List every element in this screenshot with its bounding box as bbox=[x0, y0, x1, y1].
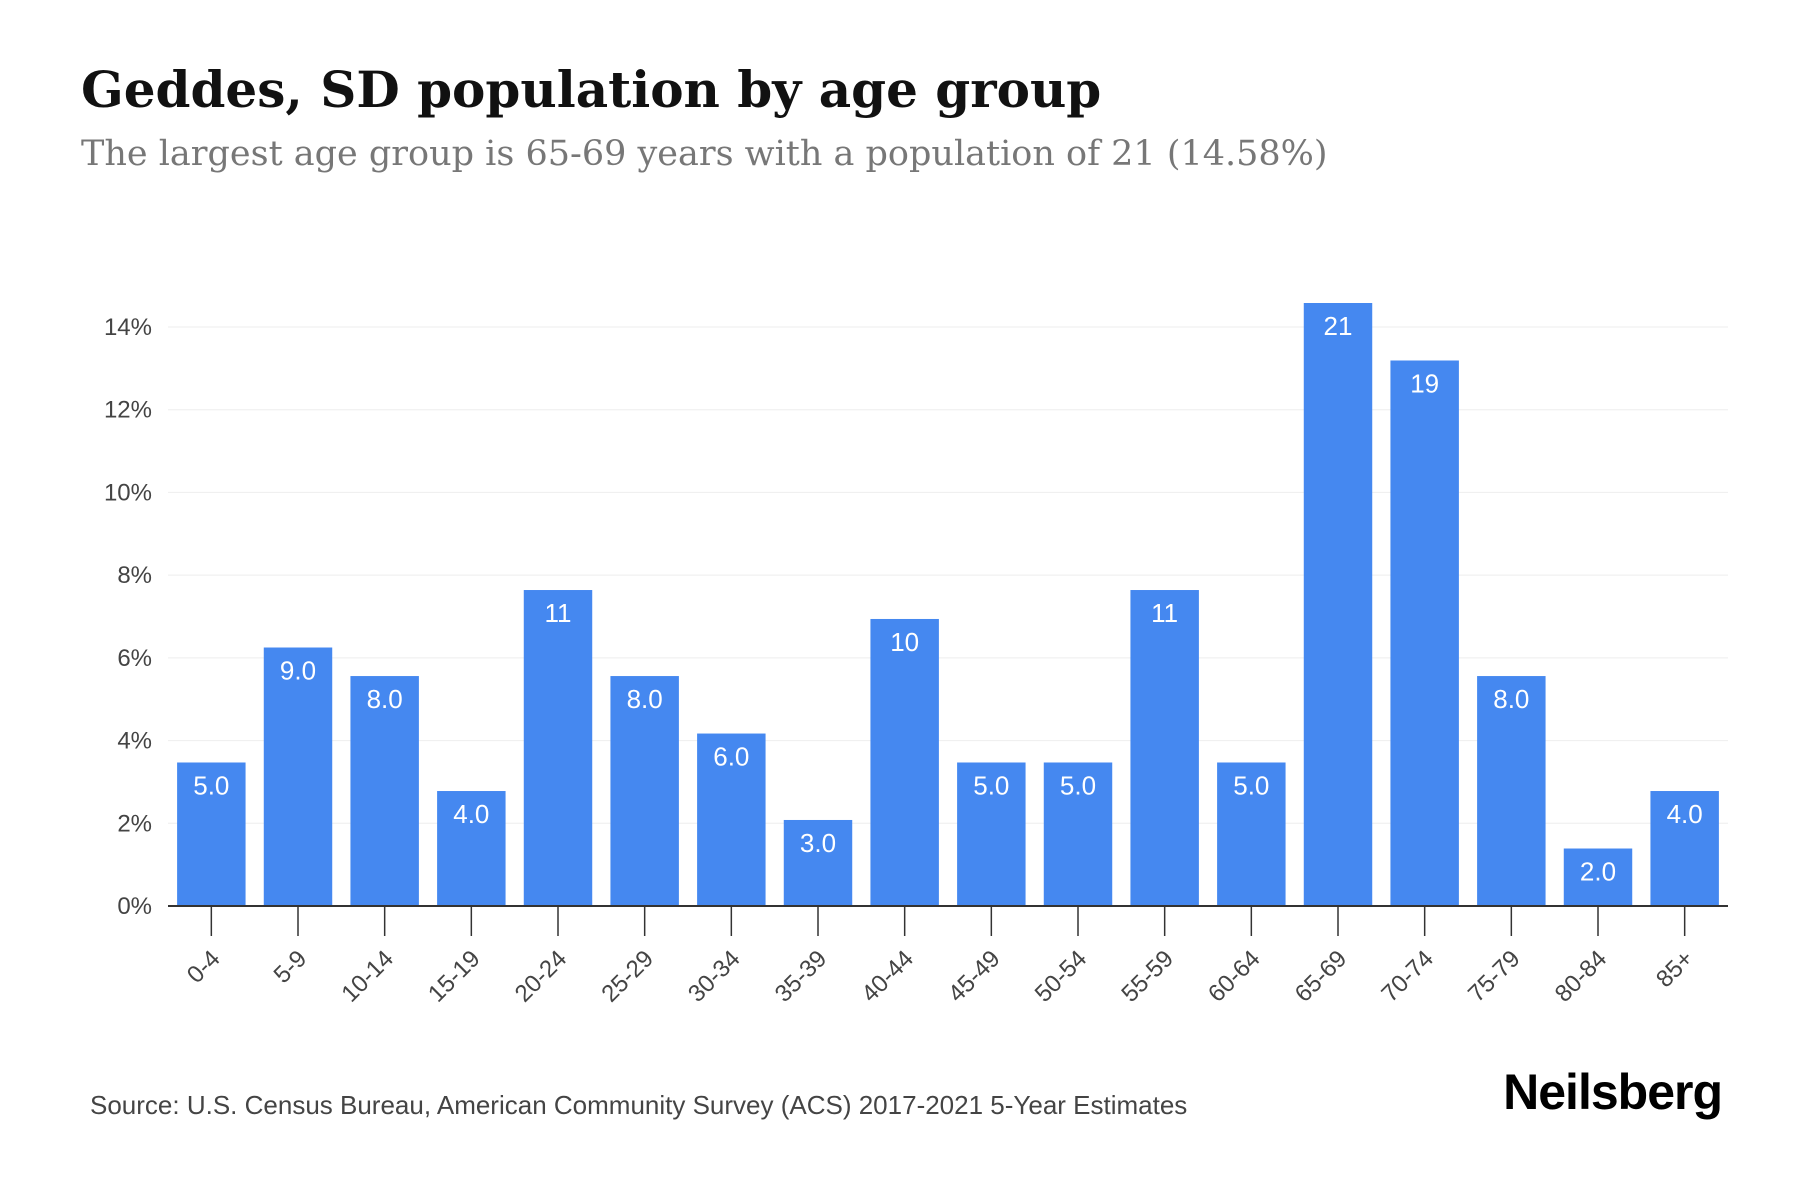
data-label: 3.0 bbox=[800, 828, 836, 858]
bar bbox=[783, 819, 853, 906]
bar bbox=[177, 762, 246, 906]
x-tick-label: 80-84 bbox=[1550, 945, 1613, 1008]
chart-subtitle: The largest age group is 65-69 years wit… bbox=[81, 134, 1328, 174]
x-axis: 0-4 5-9 10-14 15-19 20-24 25-29 30-34 35-39 40-4… bbox=[168, 905, 1728, 1008]
data-label: 2.0 bbox=[1580, 857, 1616, 887]
bar bbox=[263, 647, 333, 906]
data-label: 8.0 bbox=[1493, 684, 1529, 714]
bar bbox=[610, 676, 679, 906]
chart-title: Geddes, SD population by age group bbox=[81, 60, 1102, 119]
bar bbox=[870, 618, 939, 906]
y-tick-label: 8% bbox=[117, 562, 152, 589]
bar bbox=[523, 590, 593, 906]
bar bbox=[1043, 762, 1113, 906]
x-tick-label: 70-74 bbox=[1376, 945, 1439, 1008]
bars bbox=[177, 303, 1719, 906]
bar bbox=[350, 676, 419, 906]
data-label: 6.0 bbox=[713, 742, 749, 772]
bar bbox=[1650, 791, 1719, 906]
x-tick-label: 50-54 bbox=[1030, 945, 1093, 1008]
data-label: 5.0 bbox=[193, 770, 229, 800]
x-tick-label: 10-14 bbox=[336, 945, 399, 1008]
data-label: 21 bbox=[1324, 311, 1353, 341]
y-tick-label: 12% bbox=[104, 397, 152, 424]
x-tick-label: 85+ bbox=[1651, 945, 1699, 993]
bar bbox=[1217, 762, 1286, 906]
data-label: 10 bbox=[890, 627, 919, 657]
bar bbox=[957, 762, 1026, 906]
x-tick-label: 5-9 bbox=[269, 945, 313, 989]
x-tick-label: 55-59 bbox=[1116, 945, 1179, 1008]
data-label: 8.0 bbox=[627, 684, 663, 714]
data-label: 4.0 bbox=[1667, 799, 1703, 829]
y-tick-label: 0% bbox=[117, 893, 152, 920]
bar bbox=[1563, 848, 1633, 906]
y-tick-label: 10% bbox=[104, 479, 152, 506]
x-tick-label: 30-34 bbox=[683, 945, 746, 1008]
data-label: 19 bbox=[1410, 368, 1439, 398]
brand-logo: Neilsberg bbox=[1503, 1064, 1723, 1120]
data-label: 5.0 bbox=[1060, 770, 1096, 800]
bar bbox=[1303, 303, 1373, 906]
x-tick-label: 75-79 bbox=[1463, 945, 1526, 1008]
y-tick-label: 14% bbox=[104, 314, 152, 341]
y-tick-label: 4% bbox=[117, 728, 152, 755]
bar bbox=[437, 791, 506, 906]
y-axis-ticks: 0% 2% 4% 6% 8% 10% 12% 14% bbox=[104, 314, 152, 920]
data-label: 5.0 bbox=[1233, 770, 1269, 800]
y-tick-label: 6% bbox=[117, 645, 152, 672]
data-labels: 5.0 9.0 8.0 4.0 11 8.0 6.0 3.0 10 5.0 5.0 11 5.0 21 19… bbox=[193, 311, 1702, 887]
x-tick-label: 45-49 bbox=[943, 945, 1006, 1008]
y-tick-label: 2% bbox=[117, 810, 152, 837]
x-tick-label: 15-19 bbox=[423, 945, 486, 1008]
data-label: 5.0 bbox=[973, 770, 1009, 800]
bar bbox=[1130, 590, 1199, 906]
x-tick-label: 0-4 bbox=[182, 945, 226, 989]
data-label: 11 bbox=[545, 598, 572, 628]
source-note: Source: U.S. Census Bureau, American Com… bbox=[90, 1090, 1188, 1120]
bar bbox=[1390, 360, 1459, 906]
gridlines bbox=[168, 326, 1728, 824]
data-label: 4.0 bbox=[453, 799, 489, 829]
data-label: 8.0 bbox=[367, 684, 403, 714]
x-tick-label: 65-69 bbox=[1290, 945, 1353, 1008]
data-label: 9.0 bbox=[280, 656, 316, 686]
x-tick-label: 25-29 bbox=[596, 945, 659, 1008]
x-tick-label: 35-39 bbox=[770, 945, 833, 1008]
bar bbox=[697, 733, 766, 906]
x-tick-label: 60-64 bbox=[1203, 945, 1266, 1008]
x-tick-label: 40-44 bbox=[856, 945, 919, 1008]
bar bbox=[1477, 676, 1546, 906]
data-label: 11 bbox=[1151, 598, 1178, 628]
x-tick-label: 20-24 bbox=[510, 945, 573, 1008]
